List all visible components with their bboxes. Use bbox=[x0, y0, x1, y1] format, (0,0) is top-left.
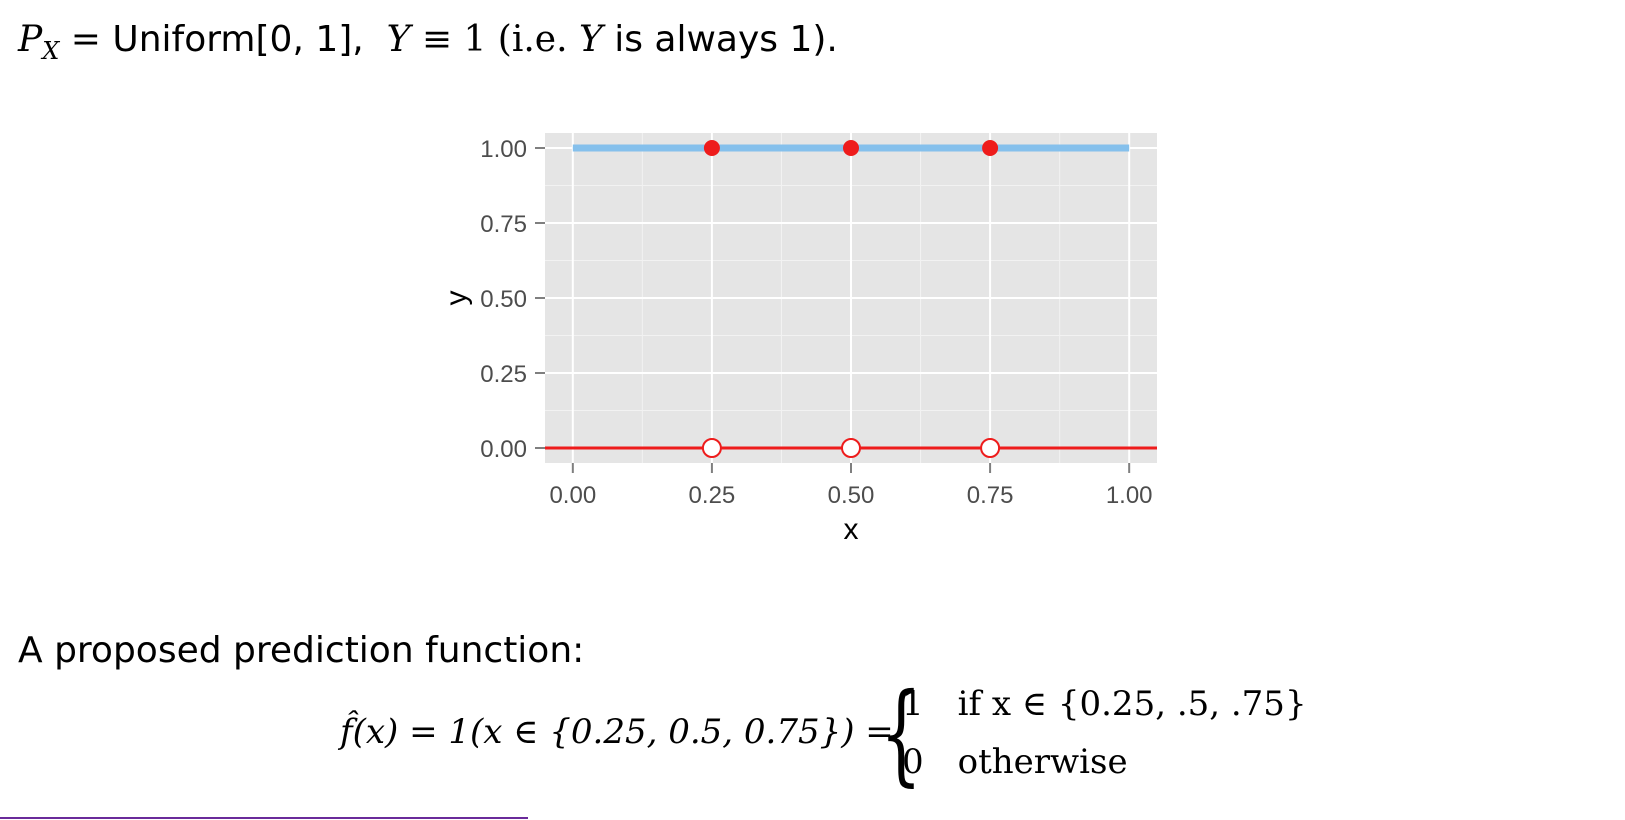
input-space-subscript: X bbox=[42, 37, 60, 65]
y-symbol-2: Y bbox=[578, 19, 603, 60]
filled-point bbox=[982, 140, 999, 156]
x-tick-label: 0.25 bbox=[689, 482, 736, 509]
y-axis-label: y bbox=[440, 291, 473, 306]
equiv-text: ≡ 1 (i.e. bbox=[410, 19, 579, 60]
x-axis-label: x bbox=[844, 513, 859, 546]
uniform-text: Uniform[0, 1], bbox=[112, 19, 364, 60]
formula-lhs: f̂(x) = 1(x ∈ {0.25, 0.5, 0.75}) = bbox=[340, 712, 894, 752]
case-one-value: 1 bbox=[902, 684, 924, 724]
x-tick-label: 0.75 bbox=[967, 482, 1014, 509]
y-tick-label: 0.75 bbox=[480, 211, 527, 238]
always-one-text: is always 1). bbox=[602, 19, 838, 60]
case-one: 1 if x ∈ {0.25, .5, .75} bbox=[902, 684, 1307, 724]
case-two-condition: otherwise bbox=[957, 742, 1128, 782]
y-symbol: Y bbox=[386, 19, 411, 60]
y-tick-label: 0.25 bbox=[480, 361, 527, 388]
x-tick-label: 0.00 bbox=[549, 482, 596, 509]
prob-symbol: P bbox=[18, 19, 43, 60]
y-tick-label: 0.00 bbox=[480, 436, 527, 463]
filled-point bbox=[843, 140, 859, 156]
cases-brace: { bbox=[880, 669, 922, 797]
case-two-value: 0 bbox=[902, 742, 924, 782]
open-point bbox=[841, 438, 861, 458]
filled-point bbox=[703, 140, 720, 156]
axes: 0.00 0.25 0.50 0.75 1.00 0.00 0.25 0.50 0.75 1.00 bbox=[480, 136, 1152, 509]
bottom-divider bbox=[0, 817, 528, 819]
open-point bbox=[701, 438, 722, 458]
series-layer bbox=[545, 140, 1157, 458]
open-point bbox=[980, 438, 1001, 458]
y-tick-label: 0.50 bbox=[480, 286, 527, 313]
x-tick-label: 0.50 bbox=[828, 482, 875, 509]
case-two: 0 otherwise bbox=[902, 742, 1128, 782]
x-tick-label: 1.00 bbox=[1106, 482, 1153, 509]
chart: 0.00 0.25 0.50 0.75 1.00 0.00 0.25 0.50 0.75 1.00… bbox=[440, 133, 1157, 546]
y-tick-label: 1.00 bbox=[480, 136, 527, 163]
case-one-condition: if x ∈ {0.25, .5, .75} bbox=[957, 684, 1307, 724]
proposal-label: A proposed prediction function: bbox=[18, 630, 585, 671]
equals-sign: = bbox=[59, 19, 113, 60]
problem-statement: PX = Uniform[0, 1], Y ≡ 1 (i.e. Y is alw… bbox=[18, 14, 838, 77]
